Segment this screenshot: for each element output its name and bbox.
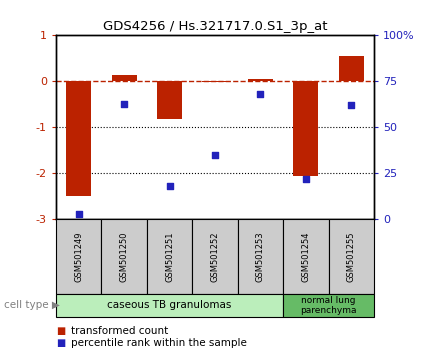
Text: GSM501253: GSM501253 xyxy=(256,231,265,282)
Text: percentile rank within the sample: percentile rank within the sample xyxy=(71,338,247,348)
Point xyxy=(257,91,264,97)
Bar xyxy=(283,294,374,317)
Text: GSM501249: GSM501249 xyxy=(74,232,83,282)
Text: GSM501254: GSM501254 xyxy=(301,232,310,282)
Text: GSM501255: GSM501255 xyxy=(347,232,356,282)
Point xyxy=(121,101,128,106)
Text: cell type ▶: cell type ▶ xyxy=(4,300,60,310)
Text: GSM501251: GSM501251 xyxy=(165,232,174,282)
Text: transformed count: transformed count xyxy=(71,326,168,336)
Point xyxy=(75,211,82,217)
Text: GSM501250: GSM501250 xyxy=(120,232,129,282)
Text: ■: ■ xyxy=(56,326,65,336)
Bar xyxy=(293,81,318,176)
Point xyxy=(212,152,218,158)
Bar xyxy=(238,219,283,294)
Bar xyxy=(248,79,273,81)
Text: ■: ■ xyxy=(56,338,65,348)
Bar xyxy=(329,219,374,294)
Bar xyxy=(339,56,364,81)
Bar xyxy=(101,219,147,294)
Text: caseous TB granulomas: caseous TB granulomas xyxy=(108,300,232,310)
Bar xyxy=(112,74,137,81)
Bar xyxy=(157,81,182,119)
Point xyxy=(348,103,355,108)
Point xyxy=(302,176,309,182)
Point xyxy=(166,183,173,189)
Title: GDS4256 / Hs.321717.0.S1_3p_at: GDS4256 / Hs.321717.0.S1_3p_at xyxy=(103,20,327,33)
Text: normal lung
parenchyma: normal lung parenchyma xyxy=(301,296,357,315)
Bar xyxy=(192,219,238,294)
Bar xyxy=(56,219,101,294)
Bar xyxy=(147,219,192,294)
Bar xyxy=(56,294,283,317)
Bar xyxy=(66,81,91,196)
Text: GSM501252: GSM501252 xyxy=(211,232,219,282)
Bar xyxy=(203,81,227,82)
Bar xyxy=(283,219,329,294)
